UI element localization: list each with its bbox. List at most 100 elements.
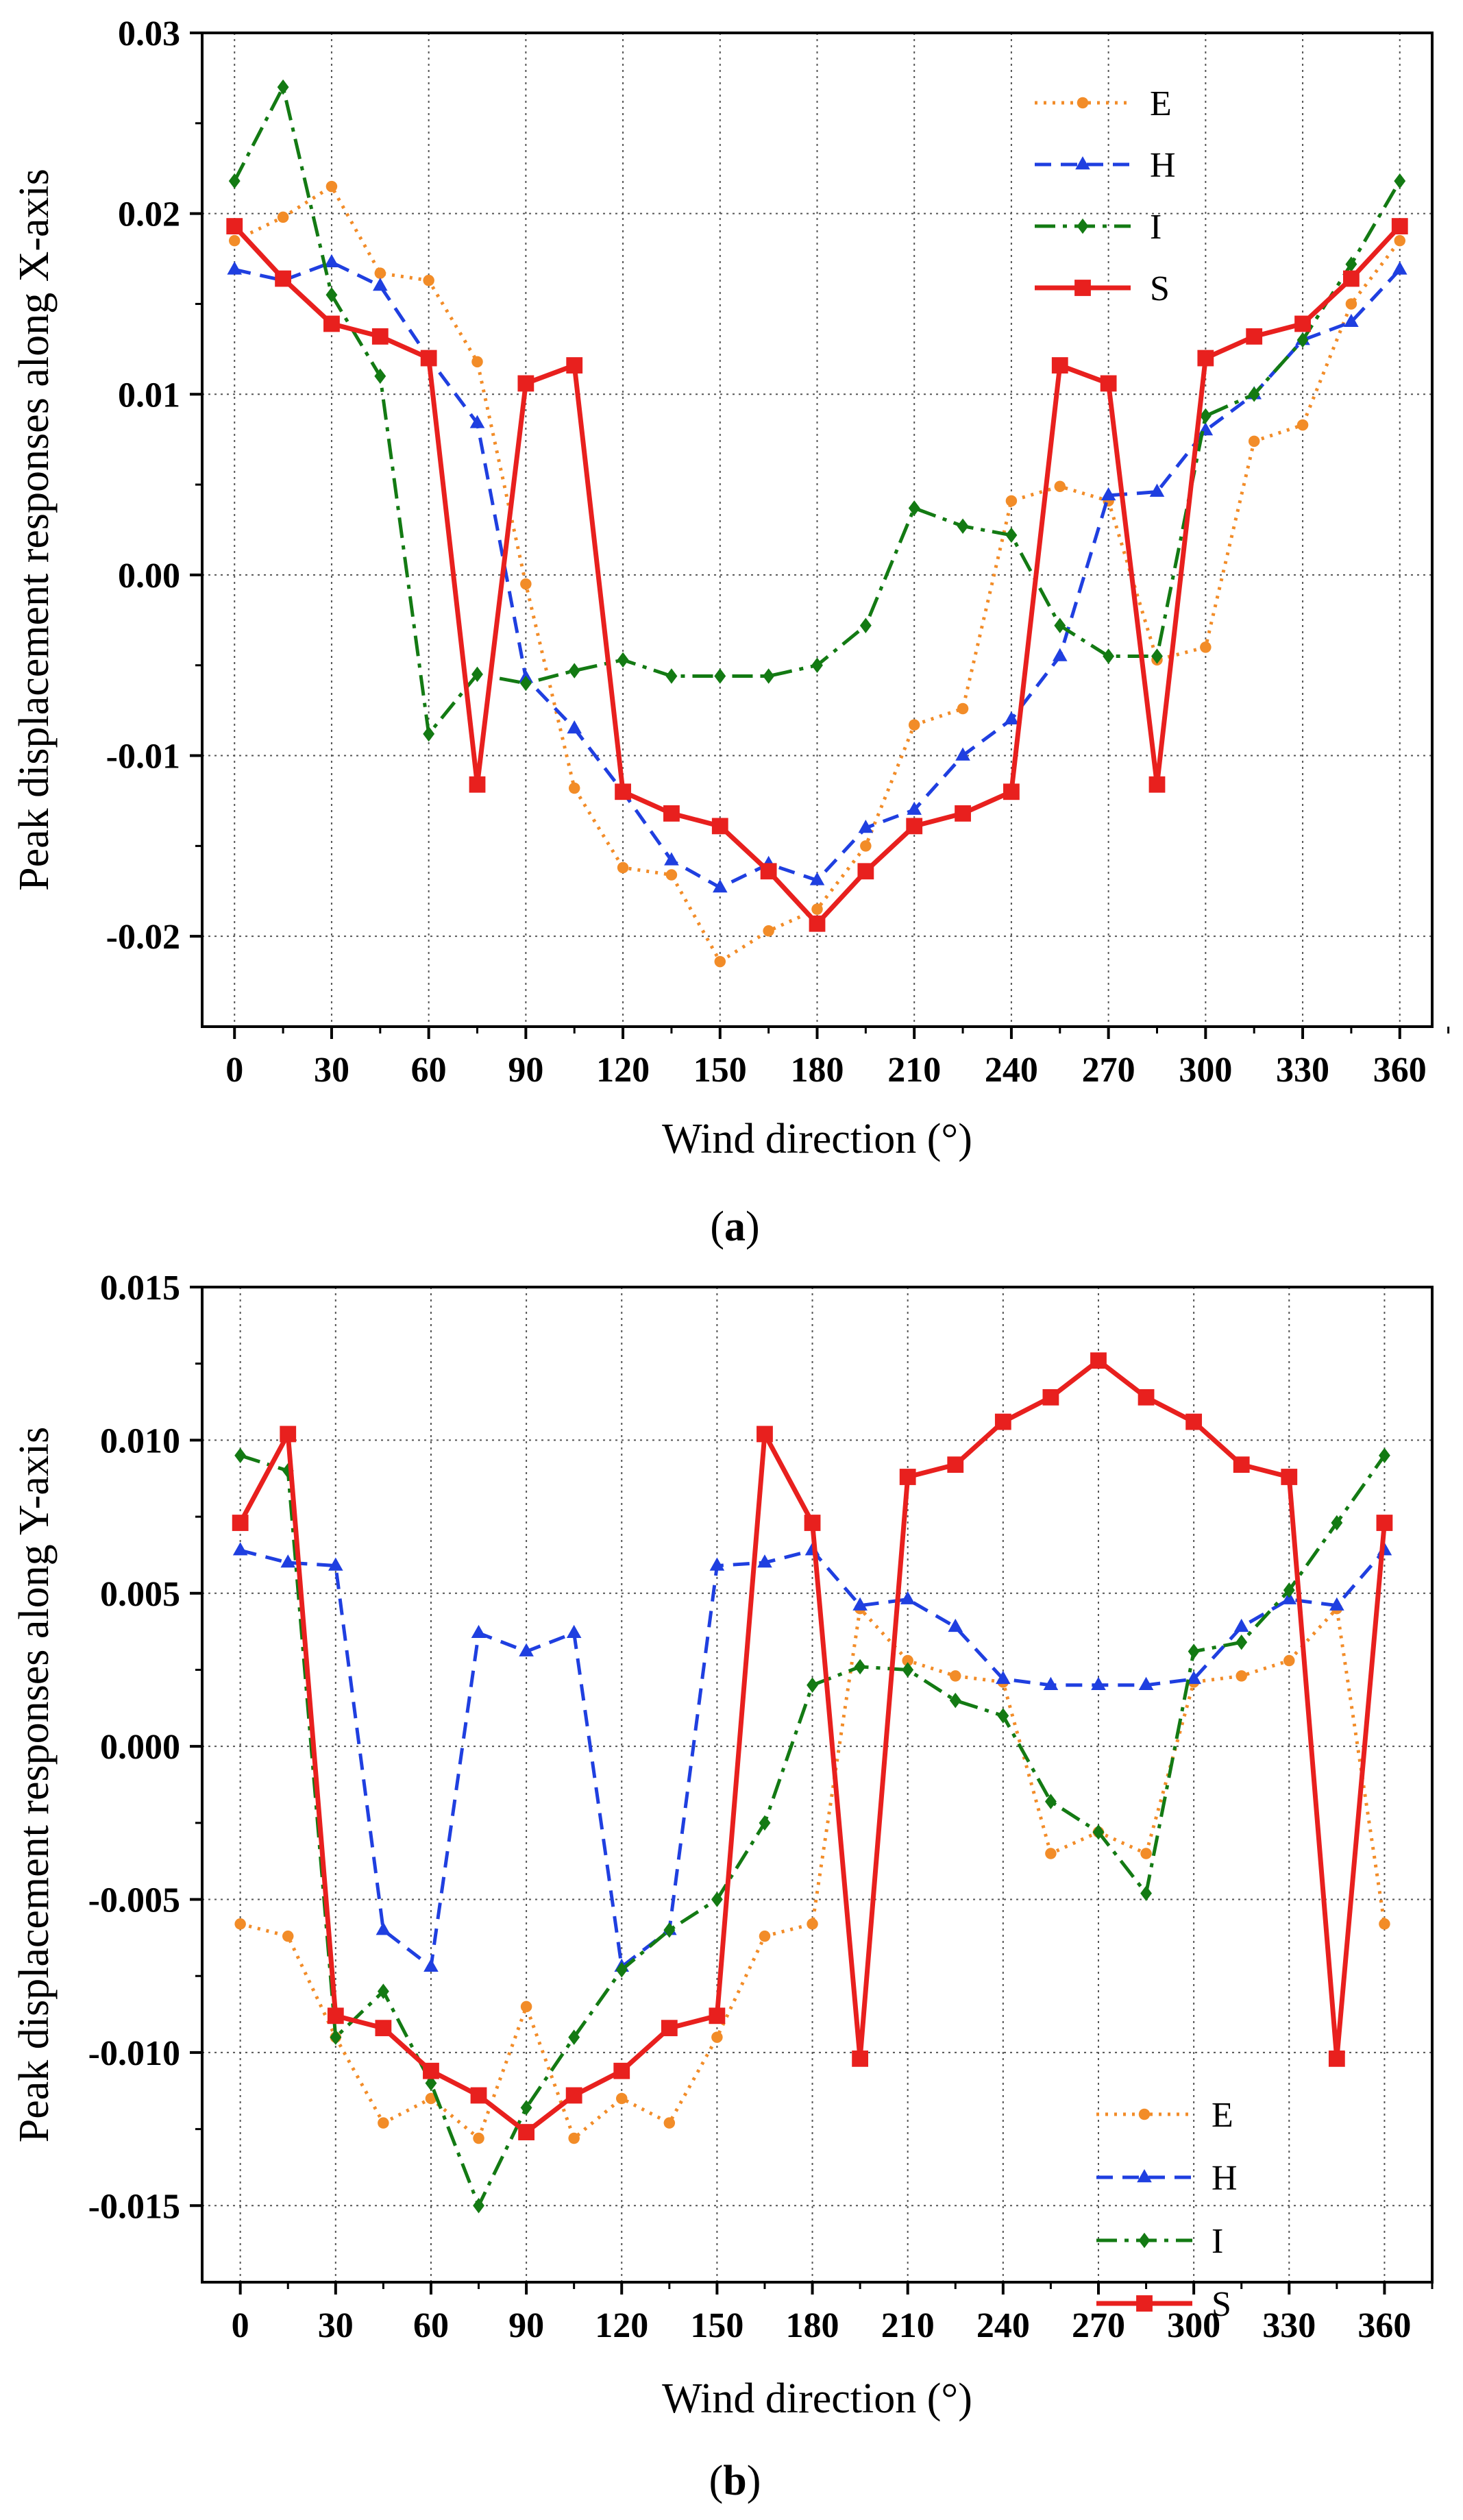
data-point-H — [1329, 1597, 1344, 1611]
x-tick-label: 330 — [1262, 2306, 1316, 2345]
data-point-E — [908, 719, 920, 731]
x-axis-title: Wind direction (°) — [662, 2375, 972, 2422]
data-point-E — [520, 578, 532, 590]
data-point-I — [1394, 173, 1406, 189]
data-point-E — [1005, 495, 1018, 507]
data-point-S — [757, 1426, 773, 1443]
data-point-E — [807, 1918, 818, 1930]
x-tick-label: 270 — [1082, 1051, 1135, 1090]
data-point-I — [615, 1962, 628, 1978]
data-point-H — [900, 1591, 915, 1604]
series-S — [226, 218, 1408, 932]
data-point-E — [423, 274, 434, 286]
series-line-H — [234, 260, 1401, 890]
data-point-S — [566, 357, 583, 374]
legend-marker-E — [1077, 97, 1089, 109]
data-point-E — [374, 267, 386, 279]
data-point-E — [277, 211, 289, 223]
data-point-H — [1392, 261, 1407, 275]
data-point-I — [1331, 1515, 1343, 1531]
data-point-I — [325, 287, 338, 303]
data-point-H — [709, 1557, 725, 1571]
legend-marker-E — [1138, 2108, 1151, 2120]
data-point-I — [377, 1983, 389, 1999]
data-point-I — [520, 2100, 532, 2116]
x-tick-label: 30 — [314, 1051, 349, 1090]
y-tick-label: -0.005 — [88, 1881, 180, 1920]
data-point-S — [1138, 1389, 1155, 1406]
data-point-E — [1379, 1918, 1390, 1930]
data-point-I — [617, 652, 629, 668]
data-point-S — [661, 2020, 678, 2037]
series-H — [227, 254, 1407, 893]
x-tick-label: 0 — [225, 1051, 243, 1090]
figure-caption: (a) — [710, 1203, 759, 1250]
y-tick-label: 0.02 — [118, 195, 180, 234]
data-point-S — [1376, 1515, 1393, 1531]
series-S — [232, 1352, 1393, 2140]
x-tick-label: 60 — [413, 2306, 449, 2345]
data-point-I — [330, 2029, 342, 2045]
data-point-E — [234, 1918, 246, 1930]
data-point-S — [470, 2087, 487, 2104]
data-point-E — [950, 1670, 961, 1682]
data-point-S — [615, 783, 631, 800]
x-tick-label: 360 — [1373, 1051, 1427, 1090]
data-point-H — [664, 852, 679, 866]
data-point-E — [568, 2132, 580, 2144]
series-line-E — [234, 184, 1401, 964]
data-point-S — [1148, 776, 1166, 793]
x-tick-label: 120 — [595, 2306, 648, 2345]
data-point-I — [471, 666, 483, 683]
data-point-E — [759, 1930, 771, 1942]
data-point-E — [228, 234, 241, 247]
y-axis-title: Peak displacement responses along X-axis — [11, 169, 58, 891]
x-tick-label: 150 — [690, 2306, 743, 2345]
data-point-S — [804, 1515, 821, 1531]
data-point-H — [227, 261, 243, 275]
x-tick-label: 300 — [1179, 1051, 1232, 1090]
y-tick-label: -0.015 — [88, 2187, 180, 2226]
x-tick-label: 180 — [786, 2306, 839, 2345]
data-point-E — [425, 2092, 437, 2105]
data-point-I — [277, 79, 289, 95]
data-point-I — [711, 1892, 723, 1907]
data-point-E — [1054, 480, 1066, 492]
data-point-H — [996, 1670, 1011, 1685]
data-point-S — [857, 863, 874, 880]
data-point-S — [809, 915, 826, 932]
series-I — [234, 1447, 1390, 2214]
data-point-H — [373, 278, 388, 291]
legend-label-S: S — [1150, 269, 1170, 308]
data-point-S — [565, 2087, 582, 2104]
data-point-S — [663, 805, 680, 822]
data-point-E — [473, 2132, 484, 2144]
data-point-H — [1233, 1618, 1249, 1632]
data-point-H — [852, 1597, 868, 1611]
data-point-I — [807, 1677, 818, 1693]
data-point-S — [232, 1515, 249, 1531]
y-tick-label: 0.005 — [100, 1575, 180, 1614]
chart-a: 0.03 0.02 0.01 0.00 -0.01 -0.02 0 30 60 90 120 150 1… — [11, 14, 1450, 1250]
legend-marker-H — [1075, 156, 1090, 170]
data-point-S — [906, 818, 923, 835]
y-tick-label: 0.015 — [100, 1269, 180, 1308]
x-axis-title: Wind direction (°) — [662, 1116, 972, 1162]
x-tick-label: 60 — [411, 1051, 447, 1090]
data-point-S — [1197, 350, 1214, 367]
data-point-I — [423, 726, 435, 742]
x-tick-label: 270 — [1072, 2306, 1125, 2345]
data-point-E — [665, 869, 678, 881]
data-point-H — [907, 801, 922, 815]
data-point-I — [949, 1692, 961, 1709]
data-point-S — [709, 2007, 726, 2024]
data-point-I — [1005, 527, 1018, 543]
data-point-H — [566, 1624, 582, 1639]
data-point-E — [1283, 1654, 1295, 1667]
data-point-I — [1054, 617, 1066, 633]
data-point-H — [469, 415, 485, 428]
data-point-E — [1140, 1848, 1152, 1859]
x-tick-label: 150 — [693, 1051, 747, 1090]
x-tick-label: 240 — [976, 2306, 1030, 2345]
